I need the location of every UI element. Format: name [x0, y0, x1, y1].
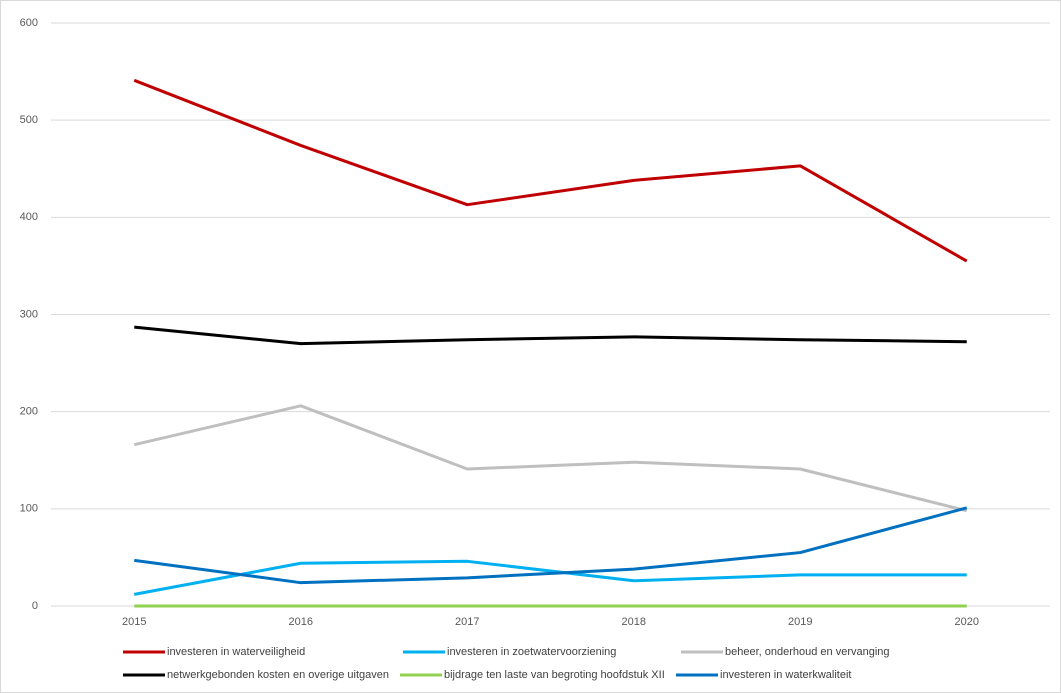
x-tick-label: 2018: [622, 616, 646, 628]
x-tick-label: 2015: [122, 616, 146, 628]
series-line: [133, 78, 968, 263]
y-tick-label: 600: [20, 17, 38, 29]
x-tick-label: 2020: [955, 616, 979, 628]
legend: investeren in waterveiligheid investeren …: [123, 646, 890, 681]
legend-label: beheer, onderhoud en vervanging: [725, 646, 890, 658]
x-tick-label: 2016: [289, 616, 313, 628]
legend-label: investeren in waterkwaliteit: [720, 669, 851, 681]
y-tick-label: 500: [20, 114, 38, 126]
series-line: [133, 404, 968, 513]
x-tick-label: 2019: [788, 616, 812, 628]
y-tick-label: 0: [32, 600, 38, 612]
series-line: [134, 506, 968, 585]
legend-label: bijdrage ten laste van begroting hoofdst…: [444, 669, 665, 681]
series-line: [133, 559, 967, 596]
y-tick-label: 200: [20, 406, 38, 418]
y-tick-label: 100: [20, 503, 38, 515]
legend-label: investeren in waterveiligheid: [167, 646, 305, 658]
y-tick-label: 300: [20, 308, 38, 320]
x-tick-label: 2017: [455, 616, 479, 628]
legend-label: investeren in zoetwatervoorziening: [447, 646, 616, 658]
legend-label: netwerkgebonden kosten en overige uitgav…: [167, 669, 389, 681]
y-tick-label: 400: [20, 211, 38, 223]
series-line: [134, 325, 967, 346]
